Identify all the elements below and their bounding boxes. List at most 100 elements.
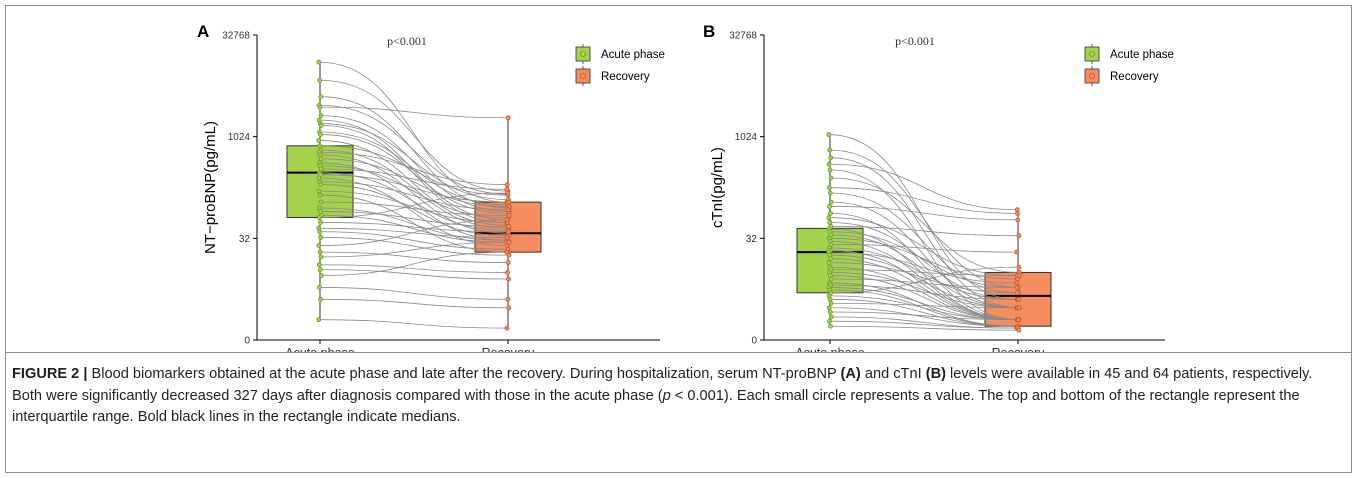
point-recovery [1014,290,1020,296]
point-recovery [506,199,512,205]
paired-line [830,234,1020,309]
point-recovery [506,239,512,245]
y-tick-label: 1024 [735,132,758,143]
x-tick-label: Recovery [992,346,1046,352]
y-tick-label: 1024 [228,132,251,143]
figure-frame [5,5,1352,473]
paired-line [319,194,509,253]
point-acute [828,210,833,216]
point-recovery [505,260,511,265]
paired-line [320,222,509,233]
paired-line [828,217,1018,276]
point-acute [318,94,324,100]
y-tick-label: 32768 [729,31,757,42]
point-acute [318,235,324,240]
y-tick-label: 0 [751,336,757,347]
paired-line [319,79,509,192]
y-tick-label: 32 [746,234,758,245]
point-acute [318,199,324,205]
paired-line [830,212,1019,321]
paired-line [319,181,509,211]
paired-line [319,207,508,241]
paired-line [828,295,1018,321]
paired-line [829,298,1019,327]
figure-caption: FIGURE 2 | Blood biomarkers obtained at … [12,364,1342,429]
panel-letter: B [703,22,715,41]
point-acute [828,300,834,306]
point-acute [317,104,323,110]
paired-line [830,311,1019,321]
point-recovery [506,305,512,311]
paired-line [829,206,1018,221]
legend-label: Acute phase [1110,49,1174,61]
paired-line [319,231,509,250]
point-acute [826,305,832,311]
caption-divider [6,352,1351,353]
paired-line [321,168,507,190]
paired-line [829,187,1018,214]
point-recovery [1016,273,1022,278]
point-acute [318,123,324,128]
point-recovery [505,296,511,302]
legend-key-point [1089,51,1096,58]
paired-line [319,106,509,119]
point-recovery [1014,249,1020,255]
p-value-annotation: p<0.001 [895,34,935,48]
point-recovery [504,182,510,187]
paired-line [829,169,1019,321]
point-recovery [1016,327,1022,333]
point-recovery [1015,217,1021,223]
point-acute [318,182,324,187]
point-acute [317,249,323,255]
point-acute [318,166,324,172]
point-acute [828,276,834,282]
point-recovery [506,229,512,235]
chart-panel-b: B 0 32 1024 32768 cTnI(pg/mL) Acute phase Recov… [703,22,1174,352]
paired-line [830,192,1019,294]
point-acute [318,113,324,118]
paired-line [829,237,1018,280]
paired-line [320,201,510,216]
point-acute [828,314,834,320]
paired-line [320,211,509,227]
point-acute [826,260,832,265]
point-acute [828,155,834,161]
paired-line [830,284,1019,300]
point-recovery [506,224,511,229]
paired-line [830,275,1019,321]
paired-line [830,226,1020,237]
paired-line [828,251,1018,284]
point-recovery [505,270,510,275]
caption-text-4: < 0.001). Each small circle represents a… [12,387,1300,426]
point-recovery [504,235,510,240]
point-acute [318,254,324,260]
paired-line [831,244,1017,253]
point-acute [316,59,322,65]
panel-letter: A [197,22,209,41]
p-value-annotation: p<0.001 [387,34,427,48]
point-acute [827,190,833,196]
paired-line [320,237,510,256]
paired-line [829,247,1018,300]
paired-line [319,264,508,273]
paired-line [321,125,507,223]
point-acute [316,262,322,268]
paired-line [319,145,509,196]
paired-line [830,269,1020,276]
point-acute [827,220,833,225]
point-recovery [1015,210,1020,216]
point-acute [317,215,322,220]
paired-line [319,154,509,234]
x-tick-label: Acute phase [795,346,865,352]
caption-text-3: levels were available in 45 and 64 patie… [12,366,1313,404]
paired-line [320,269,509,280]
paired-line [320,134,509,214]
legend-label: Acute phase [601,49,665,61]
point-acute [828,175,834,181]
caption-p-symbol: p [662,387,671,404]
point-acute [316,138,322,143]
paired-line [318,219,508,246]
point-recovery [505,115,511,121]
point-recovery [1016,317,1021,323]
paired-line [829,307,1018,327]
